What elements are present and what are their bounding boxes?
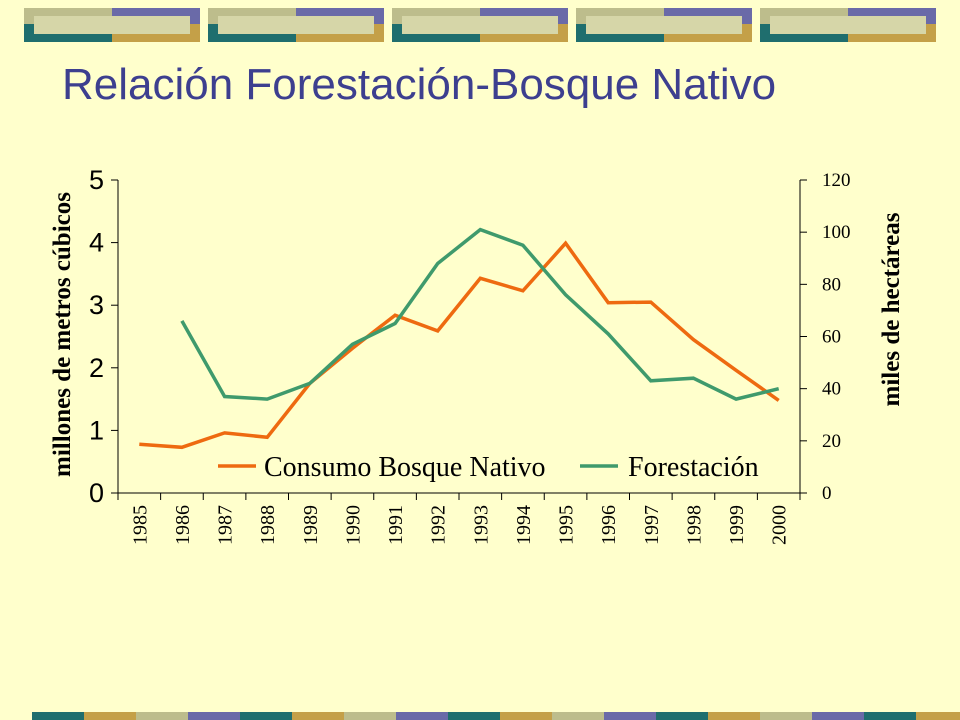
x-tick-label: 1999	[726, 505, 748, 545]
top-deco-tile	[208, 8, 384, 42]
x-tick-label: 1994	[513, 505, 535, 545]
legend-label: Forestación	[628, 452, 759, 483]
bottom-deco-block	[344, 712, 396, 720]
x-tick-label: 1986	[172, 505, 194, 545]
y-tick-label-right: 120	[822, 170, 851, 191]
top-deco-tile	[24, 8, 200, 42]
bottom-deco-block	[604, 712, 656, 720]
y-tick-label-right: 20	[822, 431, 841, 452]
top-deco-tile	[576, 8, 752, 42]
x-tick-label: 1987	[215, 505, 237, 545]
x-tick-label: 1995	[556, 505, 578, 545]
x-tick-label: 1992	[428, 505, 450, 545]
bottom-deco-block	[500, 712, 552, 720]
bottom-deco-block	[656, 712, 708, 720]
bottom-deco-block	[708, 712, 760, 720]
x-tick-label: 1988	[257, 505, 279, 545]
slide-title: Relación Forestación-Bosque Nativo	[62, 60, 777, 109]
bottom-deco-block	[760, 712, 812, 720]
bottom-deco-block	[84, 712, 136, 720]
bottom-deco-block	[448, 712, 500, 720]
bottom-deco-block	[864, 712, 916, 720]
x-tick-label: 1991	[385, 505, 407, 545]
y-tick-label-left: 1	[89, 415, 104, 445]
x-tick-label: 1998	[683, 505, 705, 545]
bottom-deco-block	[292, 712, 344, 720]
y-tick-label-right: 80	[822, 274, 841, 295]
x-tick-label: 1990	[342, 505, 364, 545]
x-tick-label: 1985	[129, 505, 151, 545]
bottom-deco-block	[188, 712, 240, 720]
y-tick-label-left: 5	[89, 165, 104, 195]
bottom-deco-block	[552, 712, 604, 720]
top-deco-tile	[760, 8, 936, 42]
series-line-forestacion	[180, 227, 780, 401]
y-axis-title-left: millones de metros cúbicos	[49, 192, 76, 477]
top-decoration	[24, 8, 936, 42]
y-tick-label-left: 2	[89, 353, 104, 383]
y-tick-label-right: 40	[822, 379, 841, 400]
bottom-deco-block	[916, 712, 960, 720]
top-deco-tile	[392, 8, 568, 42]
y-tick-label-right: 0	[822, 483, 832, 504]
x-tick-label: 1996	[598, 505, 620, 545]
x-tick-label: 2000	[769, 505, 791, 545]
legend-label: Consumo Bosque Nativo	[264, 452, 546, 483]
y-tick-label-left: 0	[89, 478, 104, 508]
bottom-deco-block	[396, 712, 448, 720]
line-chart: 0 1 2 3 4 5 0 20 40 60 80 100 120 1985 1986 1987 1988 198…	[49, 165, 905, 545]
legend: Consumo Bosque Nativo Forestación	[218, 452, 759, 483]
x-tick-label: 1989	[300, 505, 322, 545]
series-line-consumo	[139, 240, 780, 450]
y-tick-label-right: 100	[822, 222, 851, 243]
y-tick-label-left: 3	[89, 290, 104, 320]
y-tick-label-right: 60	[822, 327, 841, 348]
y-axis-title-right: miles de hectáreas	[878, 212, 905, 406]
x-tick-label: 1997	[641, 505, 663, 545]
bottom-deco-block	[240, 712, 292, 720]
y-tick-label-left: 4	[89, 228, 104, 258]
bottom-deco-block	[136, 712, 188, 720]
bottom-deco-block	[812, 712, 864, 720]
bottom-deco-block	[32, 712, 84, 720]
x-tick-label: 1993	[470, 505, 492, 545]
